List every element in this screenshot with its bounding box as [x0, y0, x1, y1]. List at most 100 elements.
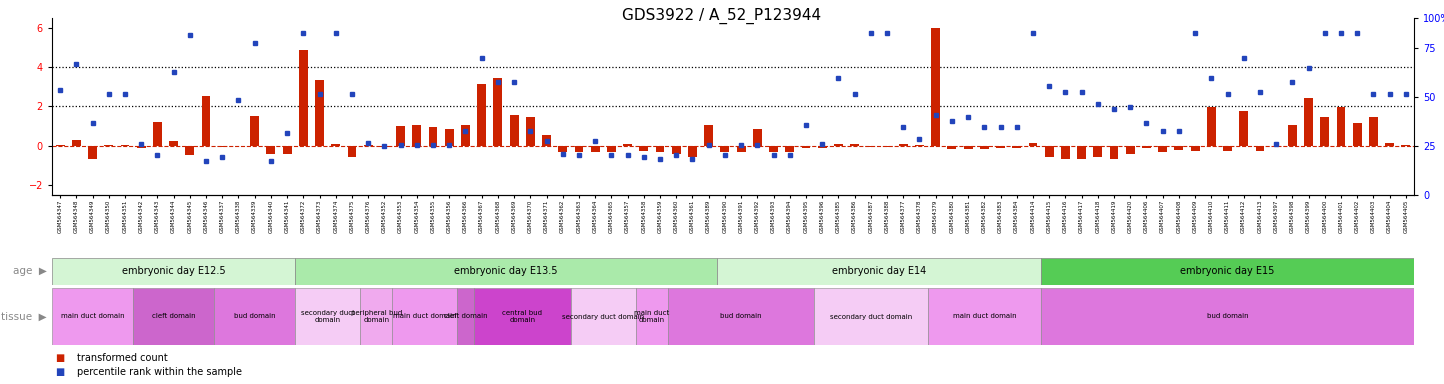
Bar [963, 146, 973, 149]
Bar [721, 146, 729, 152]
Bar [606, 146, 615, 152]
Bar [283, 146, 292, 154]
Bar [736, 146, 745, 152]
Bar [624, 144, 632, 146]
Bar [1223, 146, 1232, 151]
Bar [429, 127, 438, 146]
Bar [705, 125, 713, 146]
Text: secondary duct domain: secondary duct domain [562, 313, 644, 319]
Bar [866, 146, 875, 147]
Text: main duct
domain: main duct domain [634, 310, 670, 323]
Bar [413, 125, 422, 146]
Bar [202, 96, 211, 146]
Bar [88, 146, 97, 159]
Bar [393, 288, 458, 345]
Bar [1191, 146, 1200, 151]
Bar [716, 258, 1041, 285]
Bar [458, 288, 474, 345]
Bar [1028, 143, 1037, 146]
Bar [1385, 143, 1393, 146]
Bar [915, 145, 924, 146]
Bar [1093, 146, 1102, 157]
Text: transformed count: transformed count [77, 353, 168, 363]
Bar [1158, 146, 1167, 152]
Text: tissue  ▶: tissue ▶ [1, 311, 48, 321]
Bar [687, 146, 697, 157]
Bar [1353, 123, 1362, 146]
Bar [996, 146, 1005, 148]
Bar [477, 84, 487, 146]
Bar [461, 125, 469, 146]
Bar [559, 146, 567, 152]
Bar [1402, 145, 1411, 146]
Text: peripheral bud
domain: peripheral bud domain [351, 310, 401, 323]
Bar [526, 118, 534, 146]
Bar [591, 146, 599, 152]
Bar [898, 144, 908, 146]
Bar [640, 146, 648, 151]
Text: central bud
domain: central bud domain [503, 310, 542, 323]
Bar [348, 146, 357, 157]
Bar [315, 80, 323, 146]
Bar [1044, 146, 1054, 157]
Text: ■: ■ [55, 367, 64, 377]
Bar [360, 288, 393, 345]
Bar [494, 78, 503, 146]
Bar [56, 145, 65, 146]
Bar [295, 288, 360, 345]
Bar [153, 122, 162, 146]
Bar [814, 288, 927, 345]
Bar [980, 146, 989, 149]
Text: embryonic day E12.5: embryonic day E12.5 [121, 266, 225, 276]
Bar [1320, 118, 1330, 146]
Bar [52, 288, 133, 345]
Bar [1174, 146, 1183, 150]
Bar [947, 146, 956, 149]
Bar [380, 146, 388, 147]
Bar [1061, 146, 1070, 159]
Bar [1337, 108, 1346, 146]
Bar [1077, 146, 1086, 159]
Bar [299, 50, 308, 146]
Text: bud domain: bud domain [721, 313, 762, 319]
Bar [1304, 98, 1313, 146]
Bar [669, 288, 814, 345]
Bar [752, 129, 762, 146]
Bar [396, 126, 406, 146]
Bar [214, 288, 295, 345]
Text: embryonic day E14: embryonic day E14 [832, 266, 926, 276]
Bar [1255, 146, 1265, 151]
Bar [364, 145, 373, 146]
Bar [656, 146, 664, 152]
Text: embryonic day E15: embryonic day E15 [1180, 266, 1275, 276]
Bar [133, 288, 214, 345]
Text: embryonic day E13.5: embryonic day E13.5 [455, 266, 557, 276]
Text: ■: ■ [55, 353, 64, 363]
Text: GDS3922 / A_52_P123944: GDS3922 / A_52_P123944 [622, 8, 822, 24]
Text: secondary duct domain: secondary duct domain [830, 313, 913, 319]
Bar [570, 288, 635, 345]
Text: secondary duct
domain: secondary duct domain [300, 310, 355, 323]
Text: main duct domain: main duct domain [393, 313, 456, 319]
Bar [786, 146, 794, 152]
Bar [72, 140, 81, 146]
Bar [635, 288, 669, 345]
Bar [542, 135, 552, 146]
Bar [137, 146, 146, 148]
Bar [851, 144, 859, 146]
Bar [185, 146, 195, 155]
Text: cleft domain: cleft domain [152, 313, 195, 319]
Bar [835, 144, 843, 146]
Text: percentile rank within the sample: percentile rank within the sample [77, 367, 241, 377]
Bar [1012, 146, 1021, 148]
Bar [1369, 118, 1378, 146]
Bar [104, 145, 113, 146]
Bar [250, 116, 258, 146]
Bar [474, 288, 570, 345]
Bar [331, 144, 341, 146]
Text: main duct domain: main duct domain [953, 313, 1017, 319]
Bar [169, 141, 178, 146]
Bar [52, 258, 295, 285]
Bar [817, 146, 826, 148]
Bar [927, 288, 1041, 345]
